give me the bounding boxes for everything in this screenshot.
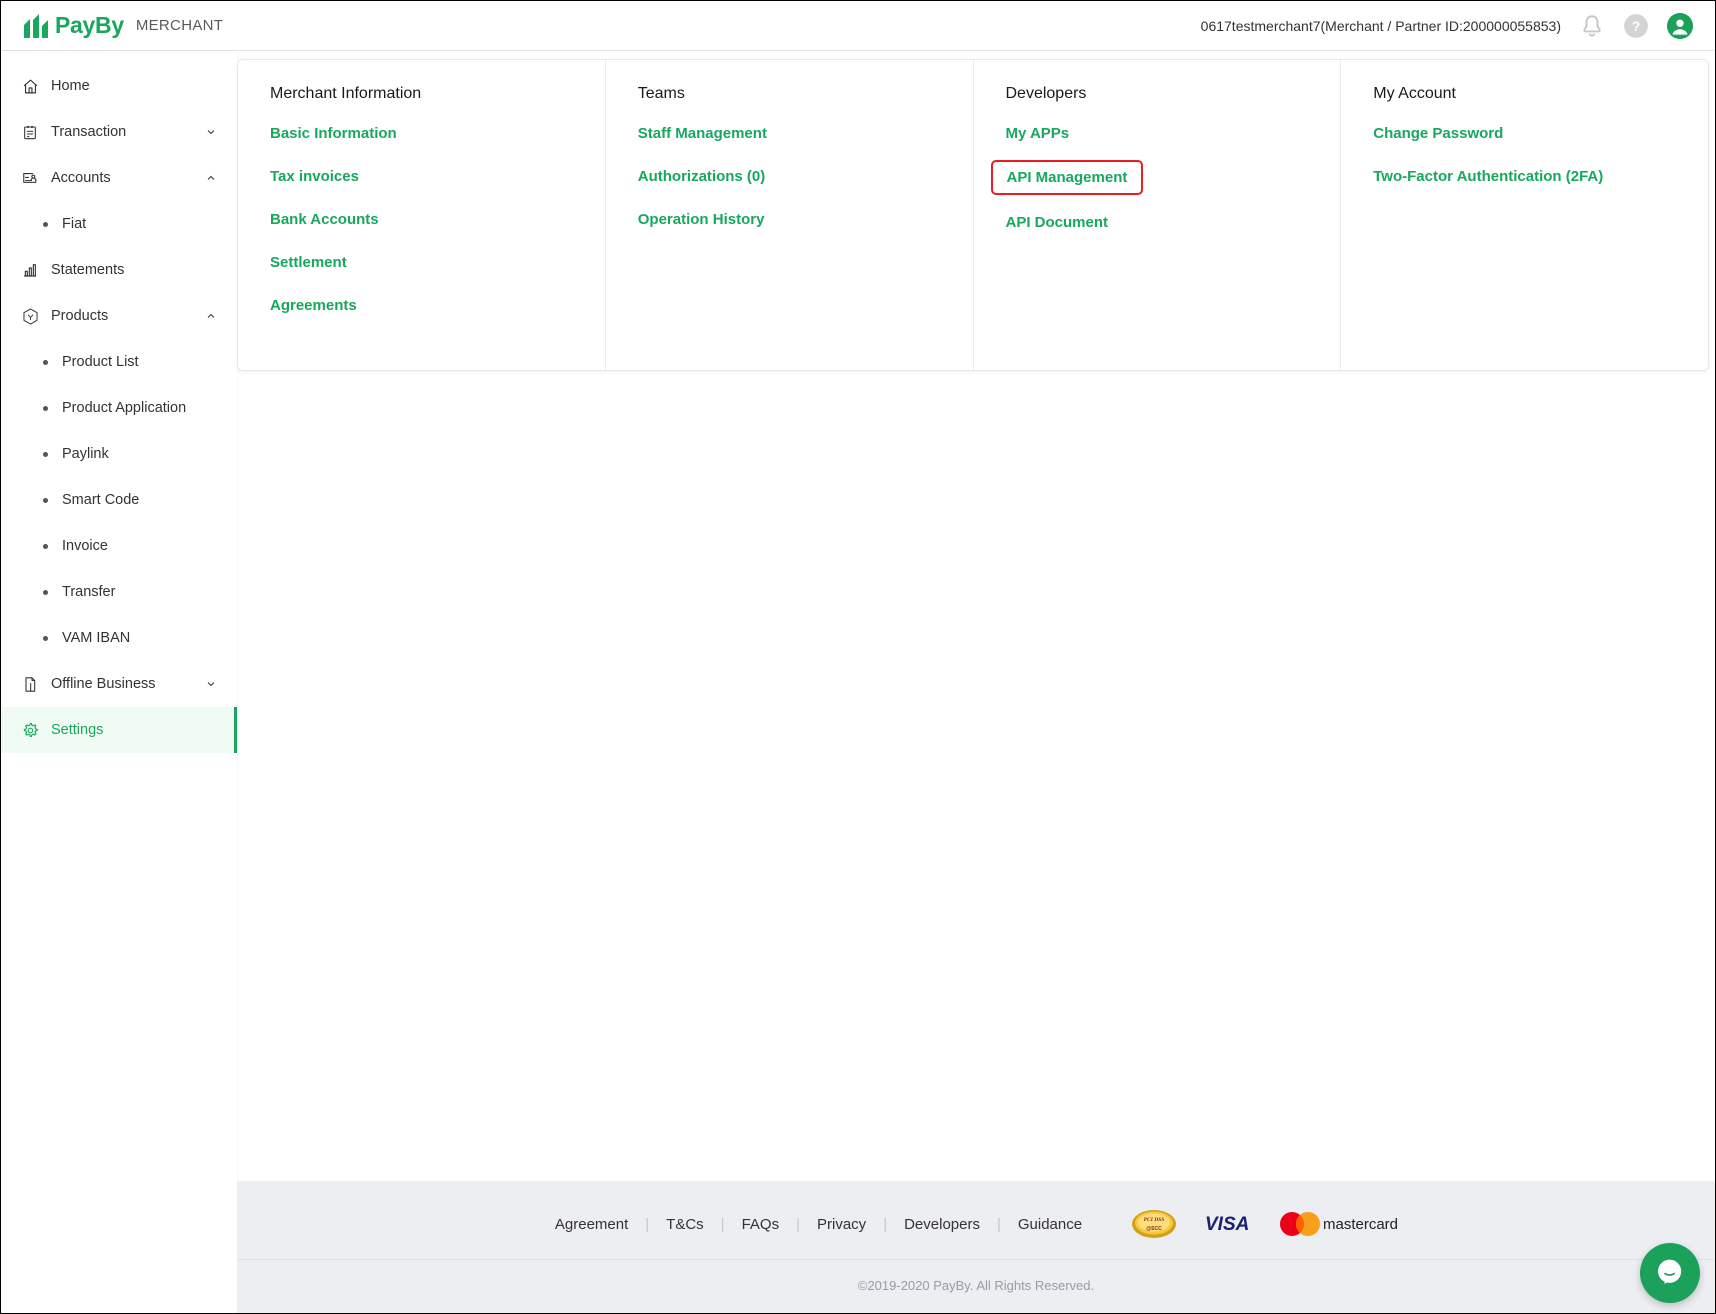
svg-text:mastercard: mastercard	[1323, 1216, 1397, 1233]
svg-text:@SCC: @SCC	[1146, 1226, 1162, 1232]
svg-text:?: ?	[1632, 18, 1641, 34]
svg-text:PCI DSS: PCI DSS	[1144, 1217, 1165, 1223]
svg-text:VISA: VISA	[1205, 1214, 1249, 1234]
